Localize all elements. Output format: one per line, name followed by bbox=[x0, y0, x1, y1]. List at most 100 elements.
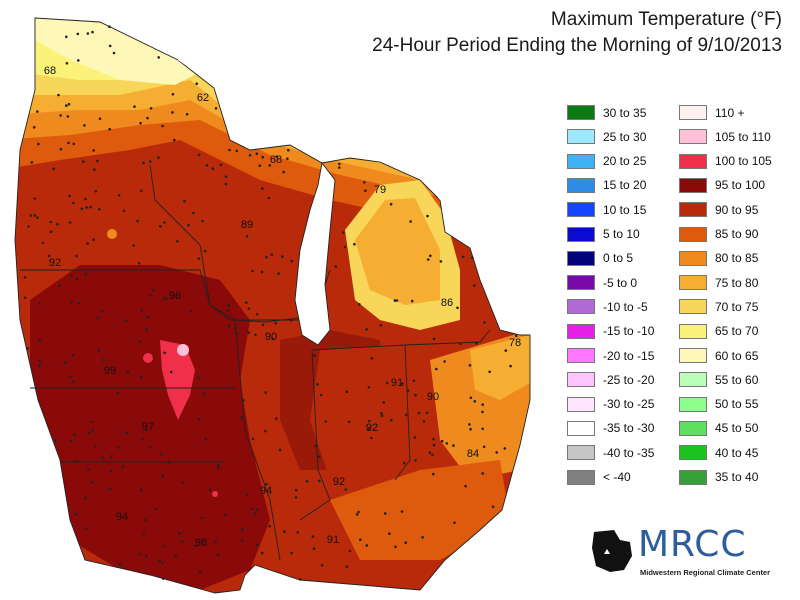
station-dot bbox=[247, 307, 251, 310]
station-dot bbox=[245, 301, 248, 304]
temperature-label: 92 bbox=[333, 476, 345, 488]
station-dot bbox=[275, 155, 279, 158]
station-dot bbox=[261, 551, 264, 555]
station-dot bbox=[139, 121, 142, 125]
station-dot bbox=[162, 297, 166, 300]
map-subtitle: 24-Hour Period Ending the Morning of 9/1… bbox=[372, 35, 782, 56]
station-dot bbox=[68, 194, 71, 198]
legend-item: -15 to -10 bbox=[567, 323, 654, 340]
logo-text: MRCC bbox=[638, 524, 747, 565]
station-dot bbox=[93, 168, 96, 171]
legend-swatch bbox=[679, 250, 707, 266]
station-dot bbox=[26, 347, 29, 350]
station-dot bbox=[84, 197, 87, 201]
legend-swatch bbox=[567, 226, 595, 242]
station-dot bbox=[65, 62, 69, 65]
station-dot bbox=[117, 446, 120, 449]
legend-swatch bbox=[679, 153, 707, 169]
station-dot bbox=[488, 370, 492, 374]
station-dot bbox=[86, 467, 90, 471]
legend-item: 65 to 70 bbox=[679, 323, 758, 340]
station-dot bbox=[226, 309, 230, 312]
station-dot bbox=[197, 153, 201, 157]
legend-label: 10 to 15 bbox=[603, 202, 647, 217]
station-dot bbox=[421, 536, 424, 539]
station-dot bbox=[367, 386, 371, 389]
legend-swatch bbox=[567, 177, 595, 193]
station-dot bbox=[296, 531, 300, 534]
station-dot bbox=[491, 505, 495, 509]
station-dot bbox=[96, 316, 100, 320]
legend-item: 60 to 65 bbox=[679, 347, 758, 364]
station-dot bbox=[445, 442, 449, 445]
station-dot bbox=[282, 170, 286, 174]
station-dot bbox=[58, 284, 61, 287]
legend-swatch bbox=[567, 299, 595, 315]
station-dot bbox=[432, 443, 436, 447]
station-dot bbox=[456, 306, 459, 310]
station-dot bbox=[121, 465, 125, 469]
station-dot bbox=[67, 102, 71, 106]
station-dot bbox=[255, 313, 259, 316]
station-dot bbox=[509, 364, 512, 368]
legend-label: 100 to 105 bbox=[715, 154, 772, 169]
station-dot bbox=[439, 260, 443, 263]
station-dot bbox=[146, 316, 149, 319]
station-dot bbox=[159, 225, 162, 228]
station-dot bbox=[365, 544, 369, 547]
station-dot bbox=[96, 159, 99, 163]
station-dot bbox=[431, 472, 435, 476]
station-dot bbox=[148, 446, 151, 449]
station-dot bbox=[160, 453, 163, 456]
station-dot bbox=[181, 481, 185, 484]
station-dot bbox=[319, 393, 323, 397]
legend-item: 40 to 45 bbox=[679, 444, 758, 461]
station-dot bbox=[464, 484, 467, 488]
station-dot bbox=[47, 254, 51, 258]
station-dot bbox=[224, 182, 228, 186]
station-dot bbox=[324, 420, 328, 423]
station-dot bbox=[141, 438, 144, 441]
station-dot bbox=[294, 488, 298, 492]
station-dot bbox=[286, 157, 289, 160]
station-dot bbox=[205, 164, 209, 167]
legend-item: 20 to 25 bbox=[567, 153, 646, 170]
station-dot bbox=[108, 127, 111, 131]
station-dot bbox=[144, 428, 148, 431]
station-dot bbox=[126, 371, 130, 374]
station-dot bbox=[137, 262, 141, 265]
station-dot bbox=[261, 155, 265, 159]
legend-item: 10 to 15 bbox=[567, 201, 646, 218]
station-dot bbox=[68, 375, 72, 379]
station-dot bbox=[163, 221, 166, 224]
station-dot bbox=[211, 167, 215, 170]
station-dot bbox=[334, 265, 338, 268]
station-dot bbox=[345, 390, 349, 394]
station-dot bbox=[404, 413, 408, 417]
legend-label: 110 + bbox=[715, 105, 745, 120]
station-dot bbox=[245, 493, 248, 496]
station-dot bbox=[202, 392, 206, 395]
station-dot bbox=[139, 375, 143, 379]
station-dot bbox=[23, 276, 27, 279]
station-dot bbox=[102, 358, 105, 362]
map-title: Maximum Temperature (°F) bbox=[550, 9, 782, 30]
temperature-label: 90 bbox=[427, 391, 439, 403]
station-dot bbox=[270, 253, 274, 256]
station-dot bbox=[189, 309, 192, 313]
temperature-label: 96 bbox=[169, 290, 181, 302]
station-dot bbox=[363, 181, 366, 184]
station-dot bbox=[383, 512, 387, 515]
legend-label: 75 to 80 bbox=[715, 275, 759, 290]
station-dot bbox=[402, 461, 406, 465]
station-dot bbox=[338, 166, 341, 169]
station-dot bbox=[468, 423, 471, 426]
station-dot bbox=[108, 25, 111, 29]
station-dot bbox=[73, 433, 76, 437]
temperature-label: 78 bbox=[509, 337, 521, 349]
station-dot bbox=[183, 199, 186, 203]
station-dot bbox=[200, 516, 204, 520]
legend-swatch bbox=[679, 105, 707, 120]
legend-item: 95 to 100 bbox=[679, 177, 765, 194]
station-dot bbox=[514, 334, 518, 338]
